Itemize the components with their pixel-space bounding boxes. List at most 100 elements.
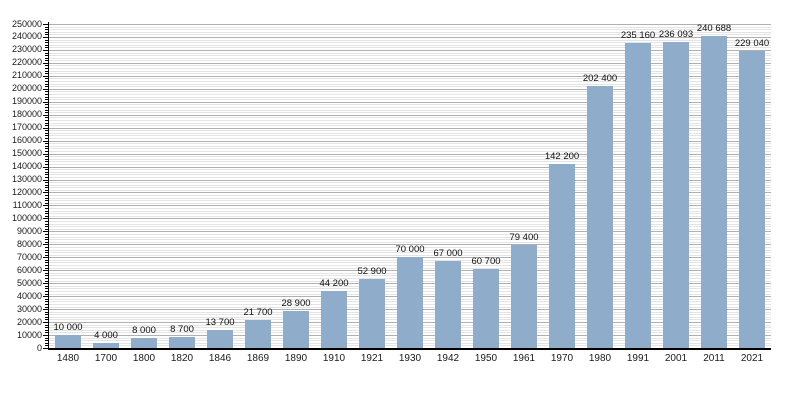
- y-axis-tick-minor: [45, 301, 49, 303]
- gridline-minor: [49, 57, 771, 59]
- gridline-minor: [49, 148, 771, 150]
- gridline-major: [49, 192, 771, 194]
- y-axis-tick-minor: [45, 148, 49, 150]
- gridline-minor: [49, 254, 771, 256]
- gridline-minor: [49, 78, 771, 80]
- y-axis-tick-label: 10000: [16, 329, 42, 340]
- gridline-minor: [49, 169, 771, 171]
- bar-value-label: 79 400: [509, 232, 539, 244]
- x-axis-tick-label: 2021: [740, 353, 764, 364]
- gridline-minor: [49, 228, 771, 230]
- plot-area: [49, 24, 771, 349]
- y-axis-tick-major: [43, 88, 49, 90]
- gridline-minor: [49, 93, 771, 95]
- x-axis-line: [48, 348, 771, 350]
- y-axis-tick-minor: [45, 83, 49, 85]
- bar[interactable]: [245, 319, 271, 348]
- gridline-major: [49, 153, 771, 155]
- gridline-minor: [49, 122, 771, 124]
- gridline-minor: [49, 68, 771, 70]
- bar[interactable]: [473, 269, 499, 348]
- gridline-minor: [49, 171, 771, 173]
- x-axis-tick-label: 1961: [512, 353, 536, 364]
- y-axis-tick-minor: [45, 161, 49, 163]
- y-axis-tick-label: 120000: [11, 186, 42, 197]
- gridline-major: [49, 114, 771, 116]
- gridline-major: [49, 231, 771, 233]
- gridline-minor: [49, 239, 771, 241]
- y-axis-tick-major: [43, 127, 49, 129]
- gridline-minor: [49, 236, 771, 238]
- bar[interactable]: [283, 310, 309, 348]
- y-axis-tick-minor: [45, 169, 49, 171]
- bar-value-label: 240 688: [696, 23, 732, 35]
- bar[interactable]: [549, 163, 575, 348]
- gridline-minor: [49, 241, 771, 243]
- y-axis-tick-minor: [45, 176, 49, 178]
- bar[interactable]: [625, 43, 651, 348]
- bar-value-label: 235 160: [620, 30, 656, 42]
- bar-value-label: 4 000: [94, 329, 118, 341]
- y-axis-tick-major: [43, 322, 49, 324]
- gridline-minor: [49, 117, 771, 119]
- y-axis-tick-minor: [45, 280, 49, 282]
- y-axis-tick-minor: [45, 290, 49, 292]
- y-axis-tick-major: [43, 49, 49, 51]
- bar[interactable]: [663, 42, 689, 348]
- bar[interactable]: [131, 337, 157, 348]
- gridline-minor: [49, 184, 771, 186]
- y-axis-tick-minor: [45, 278, 49, 280]
- bar-value-label: 229 040: [734, 38, 770, 50]
- y-axis-tick-minor: [45, 68, 49, 70]
- bar[interactable]: [207, 330, 233, 348]
- y-axis-tick-minor: [45, 197, 49, 199]
- y-axis-tick-minor: [45, 145, 49, 147]
- y-axis-tick-label: 50000: [16, 277, 42, 288]
- y-axis-tick-minor: [45, 189, 49, 191]
- bar[interactable]: [397, 257, 423, 348]
- bar-value-label: 44 200: [319, 277, 349, 289]
- y-axis-tick-minor: [45, 34, 49, 36]
- bar-value-label: 67 000: [433, 248, 463, 260]
- y-axis-tick-label: 90000: [16, 225, 42, 236]
- bar-value-label: 202 400: [582, 72, 618, 84]
- x-axis-tick-label: 1890: [284, 353, 308, 364]
- bar[interactable]: [321, 290, 347, 348]
- y-axis-tick-minor: [45, 112, 49, 114]
- y-axis-tick-minor: [45, 337, 49, 339]
- y-axis-tick-major: [43, 270, 49, 272]
- y-axis-tick-major: [43, 257, 49, 259]
- gridline-minor: [49, 174, 771, 176]
- y-axis-tick-major: [43, 192, 49, 194]
- bar[interactable]: [587, 85, 613, 348]
- y-axis-tick-major: [43, 283, 49, 285]
- bar[interactable]: [511, 245, 537, 348]
- bar[interactable]: [55, 335, 81, 348]
- x-axis-tick-label: 1942: [436, 353, 460, 364]
- gridline-minor: [49, 182, 771, 184]
- bar[interactable]: [701, 36, 727, 348]
- y-axis-tick-minor: [45, 324, 49, 326]
- gridline-minor: [49, 81, 771, 83]
- y-axis-tick-minor: [45, 340, 49, 342]
- gridline-major: [49, 179, 771, 181]
- y-axis-tick-minor: [45, 91, 49, 93]
- gridline-minor: [49, 26, 771, 28]
- y-axis-tick-major: [43, 101, 49, 103]
- gridline-minor: [49, 39, 771, 41]
- y-axis-tick-label: 130000: [11, 174, 42, 185]
- bar[interactable]: [359, 279, 385, 348]
- gridline-major: [49, 244, 771, 246]
- y-axis-tick-minor: [45, 259, 49, 261]
- y-axis-tick-minor: [45, 202, 49, 204]
- y-axis-tick-minor: [45, 239, 49, 241]
- bar[interactable]: [93, 342, 119, 348]
- y-axis-tick-major: [43, 205, 49, 207]
- y-axis-tick-minor: [45, 93, 49, 95]
- bar[interactable]: [435, 261, 461, 348]
- y-axis-tick-minor: [45, 236, 49, 238]
- bar[interactable]: [169, 336, 195, 348]
- gridline-minor: [49, 55, 771, 57]
- bar[interactable]: [739, 51, 765, 348]
